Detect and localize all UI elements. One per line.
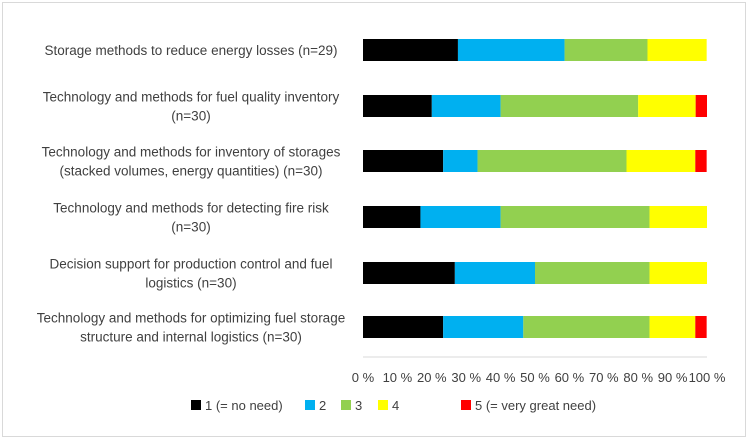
bar-segment-row2-series2 <box>431 95 501 117</box>
category-label-line: Technology and methods for optimizing fu… <box>37 311 345 326</box>
legend-swatch <box>341 400 351 410</box>
x-tick-label: 30 % <box>451 370 481 385</box>
bar-segment-row6-series2 <box>443 316 524 338</box>
category-label-line: Decision support for production control … <box>50 257 333 272</box>
category-label-line: Technology and methods for detecting fir… <box>53 201 329 216</box>
bar-segment-row5-series2 <box>454 262 535 284</box>
bar-segment-row6-series3 <box>523 316 650 338</box>
bar-segment-row4-series4 <box>649 206 707 228</box>
bar-segment-row1-series2 <box>457 39 565 61</box>
category-label-line: (stacked volumes, energy quantities) (n=… <box>59 164 322 179</box>
legend: 1 (= no need) 2 3 4 5 (= very great need) <box>191 398 596 413</box>
legend-swatch <box>461 400 471 410</box>
category-label: Decision support for production control … <box>50 257 333 291</box>
bar-segment-row5-series4 <box>649 262 707 284</box>
category-label: Technology and methods for detecting fir… <box>53 201 329 235</box>
x-tick-label: 80 % <box>623 370 653 385</box>
bar-segment-row2-series1 <box>363 95 432 117</box>
category-label-line: Technology and methods for fuel quality … <box>43 90 340 105</box>
legend-label: 3 <box>355 398 362 413</box>
legend-label: 5 (= very great need) <box>475 398 596 413</box>
bar-segment-row4-series1 <box>363 206 421 228</box>
bar-segment-row4-series2 <box>420 206 501 228</box>
x-tick-label: 50 % <box>520 370 550 385</box>
x-tick-label: 0 % <box>352 370 375 385</box>
legend-label: 4 <box>392 398 399 413</box>
x-tick-label: 40 % <box>486 370 516 385</box>
x-tick-label: 10 % <box>383 370 413 385</box>
category-label-line: (n=30) <box>171 109 210 124</box>
bar-segment-row2-series3 <box>500 95 639 117</box>
legend-label: 1 (= no need) <box>205 398 283 413</box>
bar-segment-row6-series5 <box>695 316 707 338</box>
legend-label: 2 <box>319 398 326 413</box>
category-label: Technology and methods for fuel quality … <box>43 90 340 124</box>
bar-segment-row3-series5 <box>695 150 707 172</box>
category-label: Storage methods to reduce energy losses … <box>44 43 337 58</box>
x-tick-label: 20 % <box>417 370 447 385</box>
category-labels: Storage methods to reduce energy losses … <box>37 43 345 345</box>
bar-segment-row3-series4 <box>626 150 696 172</box>
bar-segment-row2-series4 <box>638 95 696 117</box>
bar-segment-row6-series1 <box>363 316 444 338</box>
x-tick-label: 70 % <box>589 370 619 385</box>
legend-swatch <box>378 400 388 410</box>
x-axis: 0 % 10 % 20 % 30 % 40 % 50 % 60 % 70 % 80 % 90 % 1… <box>352 356 726 385</box>
bar-segment-row1-series3 <box>564 39 648 61</box>
bar-segment-row3-series3 <box>477 150 627 172</box>
category-label-line: Technology and methods for inventory of … <box>42 145 341 160</box>
bar-segment-row6-series4 <box>649 316 696 338</box>
category-label-line: (n=30) <box>171 220 210 235</box>
x-tick-label: 90 % <box>658 370 688 385</box>
bar-segment-row3-series1 <box>363 150 444 172</box>
bar-segment-row3-series2 <box>443 150 478 172</box>
bar-segment-row1-series4 <box>647 39 707 61</box>
legend-swatch <box>191 400 201 410</box>
category-label-line: logistics (n=30) <box>145 276 236 291</box>
bar-segment-row5-series1 <box>363 262 455 284</box>
bars-group <box>363 39 707 338</box>
x-tick-label: 60 % <box>555 370 585 385</box>
x-tick-label: 100 % <box>689 370 726 385</box>
category-label: Technology and methods for optimizing fu… <box>37 311 345 345</box>
category-label-line: Storage methods to reduce energy losses … <box>44 43 337 58</box>
bar-segment-row4-series3 <box>500 206 650 228</box>
bar-segment-row2-series5 <box>695 95 707 117</box>
legend-swatch <box>305 400 315 410</box>
category-label-line: structure and internal logistics (n=30) <box>80 330 302 345</box>
bar-segment-row1-series1 <box>363 39 458 61</box>
bar-segment-row5-series3 <box>535 262 650 284</box>
category-label: Technology and methods for inventory of … <box>42 145 341 179</box>
